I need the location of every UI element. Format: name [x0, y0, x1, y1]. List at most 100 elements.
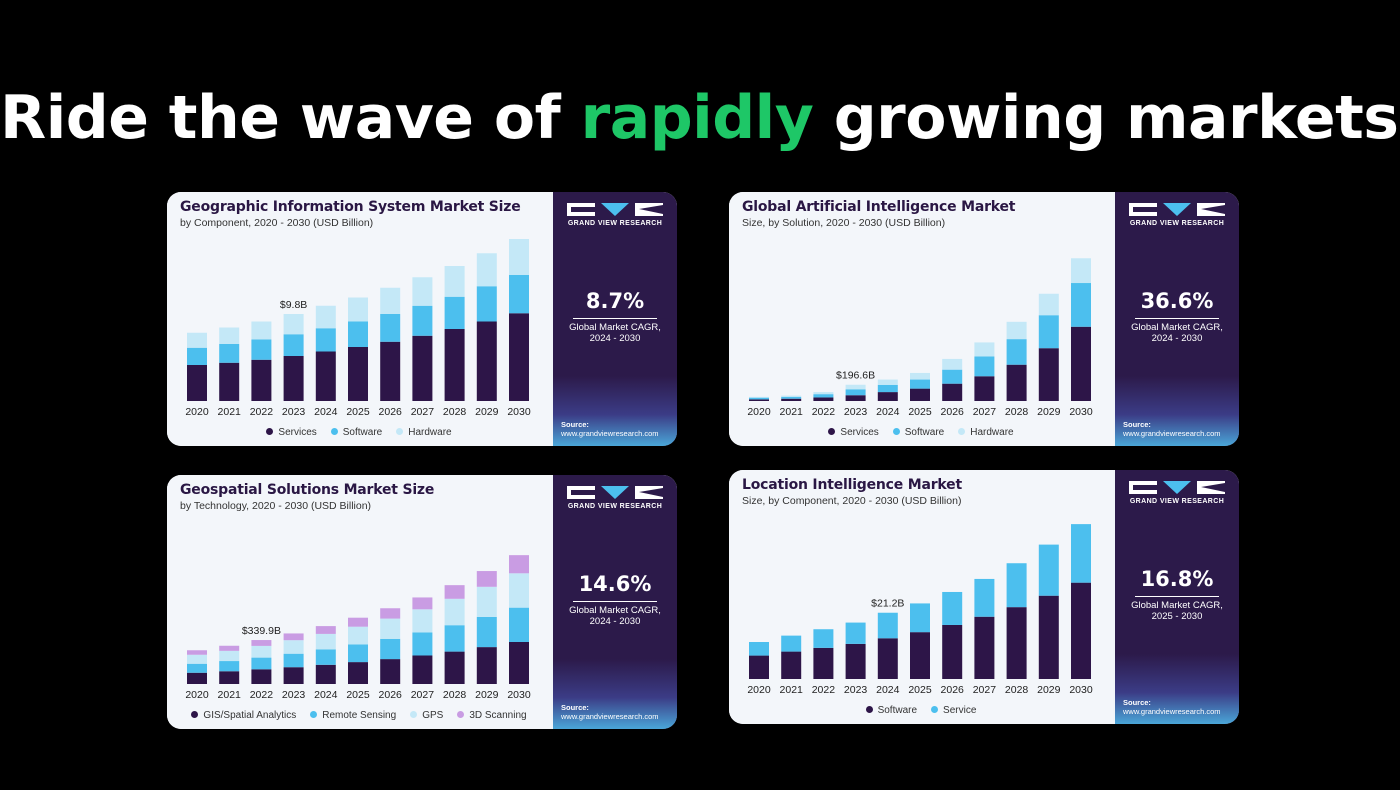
chart-title: Geographic Information System Market Siz…	[180, 199, 521, 215]
bar-segment	[1071, 524, 1091, 583]
bar-segment	[315, 626, 336, 634]
x-tick-label: 2023	[282, 689, 306, 701]
chart-subtitle: Size, by Component, 2020 - 2030 (USD Bil…	[742, 495, 962, 507]
cagr-divider	[1135, 596, 1219, 597]
x-tick-label: 2024	[314, 689, 338, 701]
x-tick-label: 2030	[1069, 684, 1093, 696]
bar-segment	[1038, 293, 1059, 316]
bar-segment	[187, 650, 207, 655]
bar-segment	[974, 376, 995, 401]
x-tick-label: 2021	[218, 689, 242, 701]
bar-segment	[444, 625, 465, 652]
bar-segment	[315, 328, 336, 352]
bar-segment	[283, 356, 304, 401]
bar-segment	[219, 327, 240, 344]
x-tick-label: 2022	[250, 689, 274, 701]
bar-segment	[476, 286, 497, 322]
headline-tail: growing markets.	[813, 83, 1400, 153]
source-link[interactable]: www.grandviewresearch.com	[561, 429, 659, 438]
bar-segment	[749, 397, 769, 400]
cagr-value: 8.7%	[585, 289, 645, 313]
headline: Ride the wave of rapidly growing markets…	[0, 78, 1400, 158]
bar-segment	[1071, 582, 1091, 679]
x-tick-label: 2022	[812, 684, 836, 696]
x-tick-label: 2021	[780, 684, 804, 696]
cagr-divider	[573, 318, 657, 319]
bar-segment	[1071, 283, 1091, 327]
bar-segment	[476, 571, 497, 587]
bar-segment	[476, 321, 497, 401]
bar-segment	[509, 239, 529, 275]
data-label: $196.6B	[836, 370, 875, 382]
legend-item: Software	[330, 427, 382, 438]
bar-chart: 2020 2021 2022 2023 $196.6B 2024 2025 2026 2027 2…	[747, 258, 1093, 418]
market-card: Geospatial Solutions Market Size by Tech…	[167, 475, 677, 729]
data-label: $21.2B	[871, 598, 904, 610]
x-tick-label: 2020	[747, 406, 771, 418]
source-link[interactable]: www.grandviewresearch.com	[1123, 429, 1221, 438]
bar-segment	[910, 603, 930, 633]
bar-segment	[219, 362, 240, 401]
legend-label: Hardware	[408, 427, 452, 438]
chart-legend: Software Service	[729, 705, 1113, 716]
bar-segment	[942, 369, 963, 384]
chart-title: Global Artificial Intelligence Market	[742, 199, 1016, 215]
market-card: Geographic Information System Market Siz…	[167, 192, 677, 446]
source-note: Source: www.grandviewresearch.com	[1123, 420, 1221, 438]
bar-segment	[283, 633, 304, 641]
source-link[interactable]: www.grandviewresearch.com	[1123, 707, 1221, 716]
brand-name: GRAND VIEW RESEARCH	[1129, 220, 1225, 227]
bar-segment	[1006, 321, 1027, 340]
x-tick-label: 2026	[379, 406, 403, 418]
bar-segment	[942, 358, 963, 370]
bar-segment	[283, 334, 304, 356]
bar-segment	[380, 618, 401, 639]
bar-segment	[187, 654, 207, 664]
legend-item: Services	[828, 427, 879, 438]
bar-segment	[749, 642, 769, 656]
x-tick-label: 2030	[507, 406, 531, 418]
bar-segment	[845, 643, 866, 679]
bar-segment	[187, 347, 207, 365]
bar-segment	[380, 341, 401, 401]
cagr-label-line-2: 2025 - 2030	[1151, 611, 1203, 622]
chart-subtitle: Size, by Solution, 2020 - 2030 (USD Bill…	[742, 217, 946, 229]
bar-segment	[910, 372, 930, 380]
bar-segment	[509, 313, 529, 401]
bar-segment	[348, 321, 368, 347]
x-tick-label: 2025	[346, 406, 370, 418]
data-label: $9.8B	[280, 299, 307, 311]
bar-segment	[476, 253, 497, 287]
bar-segment	[315, 664, 336, 684]
x-tick-label: 2021	[218, 406, 242, 418]
source-label: Source:	[561, 420, 589, 429]
x-tick-label: 2023	[282, 406, 306, 418]
bar-segment	[877, 379, 898, 385]
cagr-label: Global Market CAGR, 2024 - 2030	[553, 605, 677, 627]
legend-swatch	[266, 428, 274, 435]
bar-segment	[1071, 326, 1091, 401]
cagr-divider	[1135, 318, 1219, 319]
chart-legend: Services Software Hardware	[729, 427, 1113, 438]
bar-segment	[1038, 348, 1059, 401]
bar-segment	[1071, 258, 1091, 284]
market-card: Location Intelligence Market Size, by Co…	[729, 470, 1239, 724]
bar-segment	[974, 616, 995, 679]
chart-legend: GIS/Spatial Analytics Remote Sensing GPS 3D…	[167, 710, 551, 721]
legend-item: 3D Scanning	[457, 710, 527, 721]
source-link[interactable]: www.grandviewresearch.com	[561, 712, 659, 721]
bar-segment	[877, 638, 898, 679]
legend-label: Services	[840, 427, 879, 438]
headline-accent: rapidly	[580, 83, 814, 153]
x-tick-label: 2026	[941, 406, 965, 418]
cagr-label-line-2: 2024 - 2030	[589, 616, 641, 627]
x-tick-label: 2026	[379, 689, 403, 701]
bar-segment	[348, 347, 368, 401]
bar-segment	[219, 650, 240, 662]
wave-decoration	[1115, 376, 1239, 446]
bar-segment	[380, 287, 401, 314]
bar-segment	[877, 384, 898, 393]
x-tick-label: 2020	[185, 689, 209, 701]
bar-segment	[845, 384, 866, 390]
bar-segment	[781, 395, 802, 397]
